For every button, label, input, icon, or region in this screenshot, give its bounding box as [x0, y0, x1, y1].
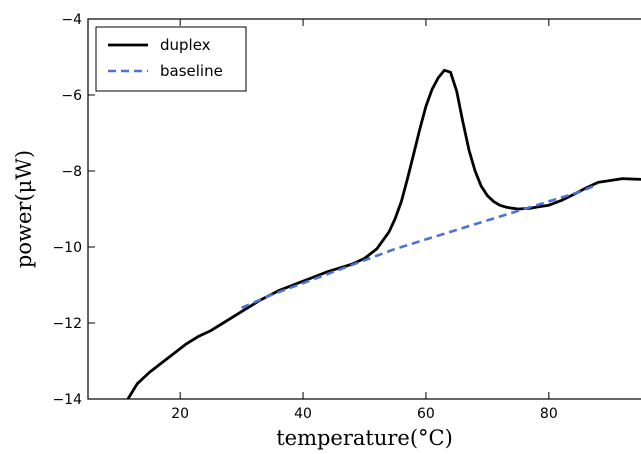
series-line-baseline	[241, 183, 599, 309]
x-axis-label: temperature(°C)	[276, 426, 453, 450]
ticks-layer: 20 40 60 80 −14 −12 −10 −8 −6 −4	[52, 12, 557, 422]
axes-frame	[87, 18, 641, 400]
x-tick-label: 60	[417, 406, 435, 422]
y-axis-label: power(μW)	[12, 150, 36, 268]
x-tick-label: 80	[540, 406, 558, 422]
legend-entry-duplex: duplex	[160, 36, 211, 54]
frame-layer	[87, 18, 641, 400]
x-tick-label: 40	[294, 406, 312, 422]
y-tick-label: −14	[52, 392, 82, 408]
legend-entry-baseline: baseline	[160, 62, 223, 80]
legend: duplex baseline	[95, 26, 247, 92]
y-tick-label: −6	[61, 88, 82, 104]
y-tick-label: −8	[61, 164, 82, 180]
y-tick-label: −4	[61, 12, 82, 28]
series-layer	[126, 68, 641, 399]
y-tick-label: −12	[52, 316, 82, 332]
y-tick-label: −10	[52, 240, 82, 256]
legend-box	[95, 26, 247, 92]
x-tick-label: 20	[171, 406, 189, 422]
series-line-duplex	[126, 68, 641, 399]
